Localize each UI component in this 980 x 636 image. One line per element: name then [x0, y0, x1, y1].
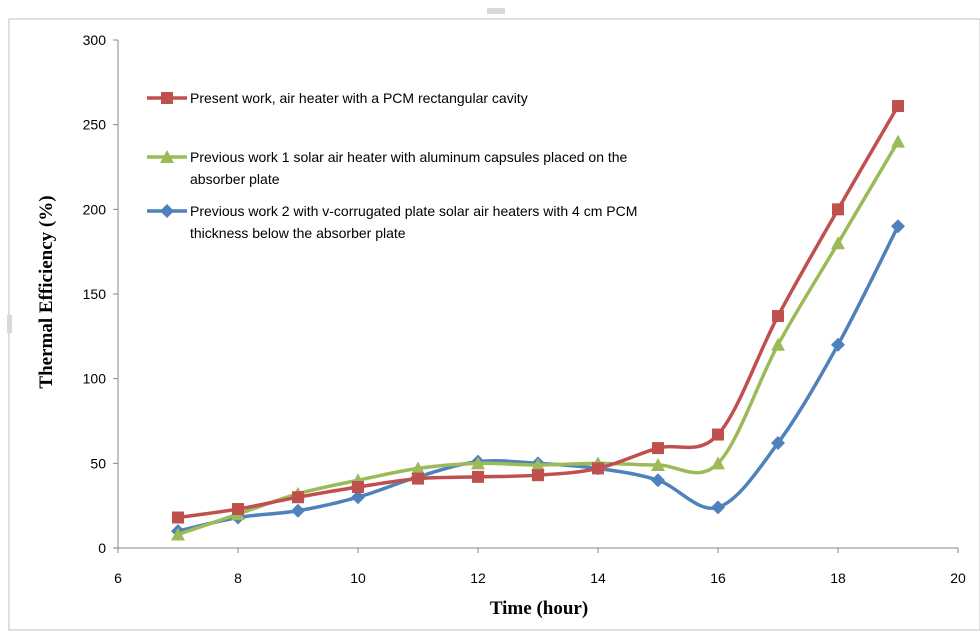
x-tick-label: 16: [710, 570, 726, 586]
y-tick-label: 250: [83, 117, 107, 133]
series-1: [172, 100, 904, 524]
data-point: [472, 470, 484, 483]
data-point: [832, 203, 844, 216]
data-point: [171, 527, 185, 541]
x-tick-label: 10: [350, 570, 366, 586]
y-tick-label: 300: [83, 32, 107, 48]
data-point: [651, 473, 665, 488]
legend-item-2: Previous work 1 solar air heater with al…: [147, 149, 628, 187]
x-tick-label: 18: [830, 570, 846, 586]
legend-label: Previous work 2 with v-corrugated plate …: [190, 203, 637, 219]
x-tick-label: 8: [234, 570, 242, 586]
data-point: [892, 100, 904, 113]
y-tick-label: 0: [98, 540, 106, 556]
y-tick-label: 100: [83, 371, 107, 387]
data-point: [891, 134, 905, 148]
series-line: [177, 140, 900, 537]
chart-border: [8, 18, 980, 631]
series-line: [177, 105, 900, 520]
legend-swatch-marker: [160, 150, 174, 163]
legend: Present work, air heater with a PCM rect…: [147, 90, 637, 241]
top-resize-handle[interactable]: [487, 8, 505, 14]
y-tick-label: 150: [83, 286, 107, 302]
data-point: [592, 462, 604, 475]
data-point: [291, 503, 305, 518]
data-point: [532, 469, 544, 482]
x-tick-label: 14: [590, 570, 606, 586]
legend-label: Present work, air heater with a PCM rect…: [190, 90, 528, 106]
data-point: [412, 472, 424, 485]
data-point: [771, 436, 785, 451]
legend-swatch-marker: [160, 204, 174, 218]
legend-label: Previous work 1 solar air heater with al…: [190, 149, 628, 165]
data-point: [772, 310, 784, 323]
data-point: [652, 442, 664, 455]
data-point: [471, 456, 485, 470]
x-tick-label: 6: [114, 570, 122, 586]
data-point: [831, 337, 845, 352]
data-point: [351, 490, 365, 505]
y-axis-title: Thermal Efficiency (%): [36, 195, 57, 388]
data-point: [711, 456, 725, 470]
data-point: [651, 458, 665, 472]
data-point: [712, 428, 724, 441]
series-layer: [171, 100, 905, 541]
legend-label: absorber plate: [190, 171, 280, 187]
data-point: [232, 503, 244, 516]
data-point: [771, 337, 785, 351]
data-point: [711, 500, 725, 515]
legend-item-3: Previous work 2 with v-corrugated plate …: [147, 203, 637, 241]
legend-label: thickness below the absorber plate: [190, 225, 406, 241]
axes: 0 50 100 150 200 250 300 6 8 10 12 14 16 18 20: [83, 32, 966, 586]
y-tick-label: 50: [90, 455, 106, 471]
left-resize-handle[interactable]: [7, 315, 12, 333]
data-point: [831, 236, 845, 250]
x-axis-title: Time (hour): [490, 598, 588, 619]
data-point: [352, 481, 364, 494]
x-tick-label: 12: [470, 570, 486, 586]
data-point: [891, 219, 905, 234]
x-tick-label: 20: [950, 570, 966, 586]
data-point: [292, 491, 304, 504]
y-tick-label: 200: [83, 201, 107, 217]
legend-swatch-marker: [161, 92, 173, 104]
data-point: [411, 461, 425, 475]
data-point: [531, 458, 545, 472]
data-point: [172, 511, 184, 524]
legend-item-1: Present work, air heater with a PCM rect…: [147, 90, 528, 106]
